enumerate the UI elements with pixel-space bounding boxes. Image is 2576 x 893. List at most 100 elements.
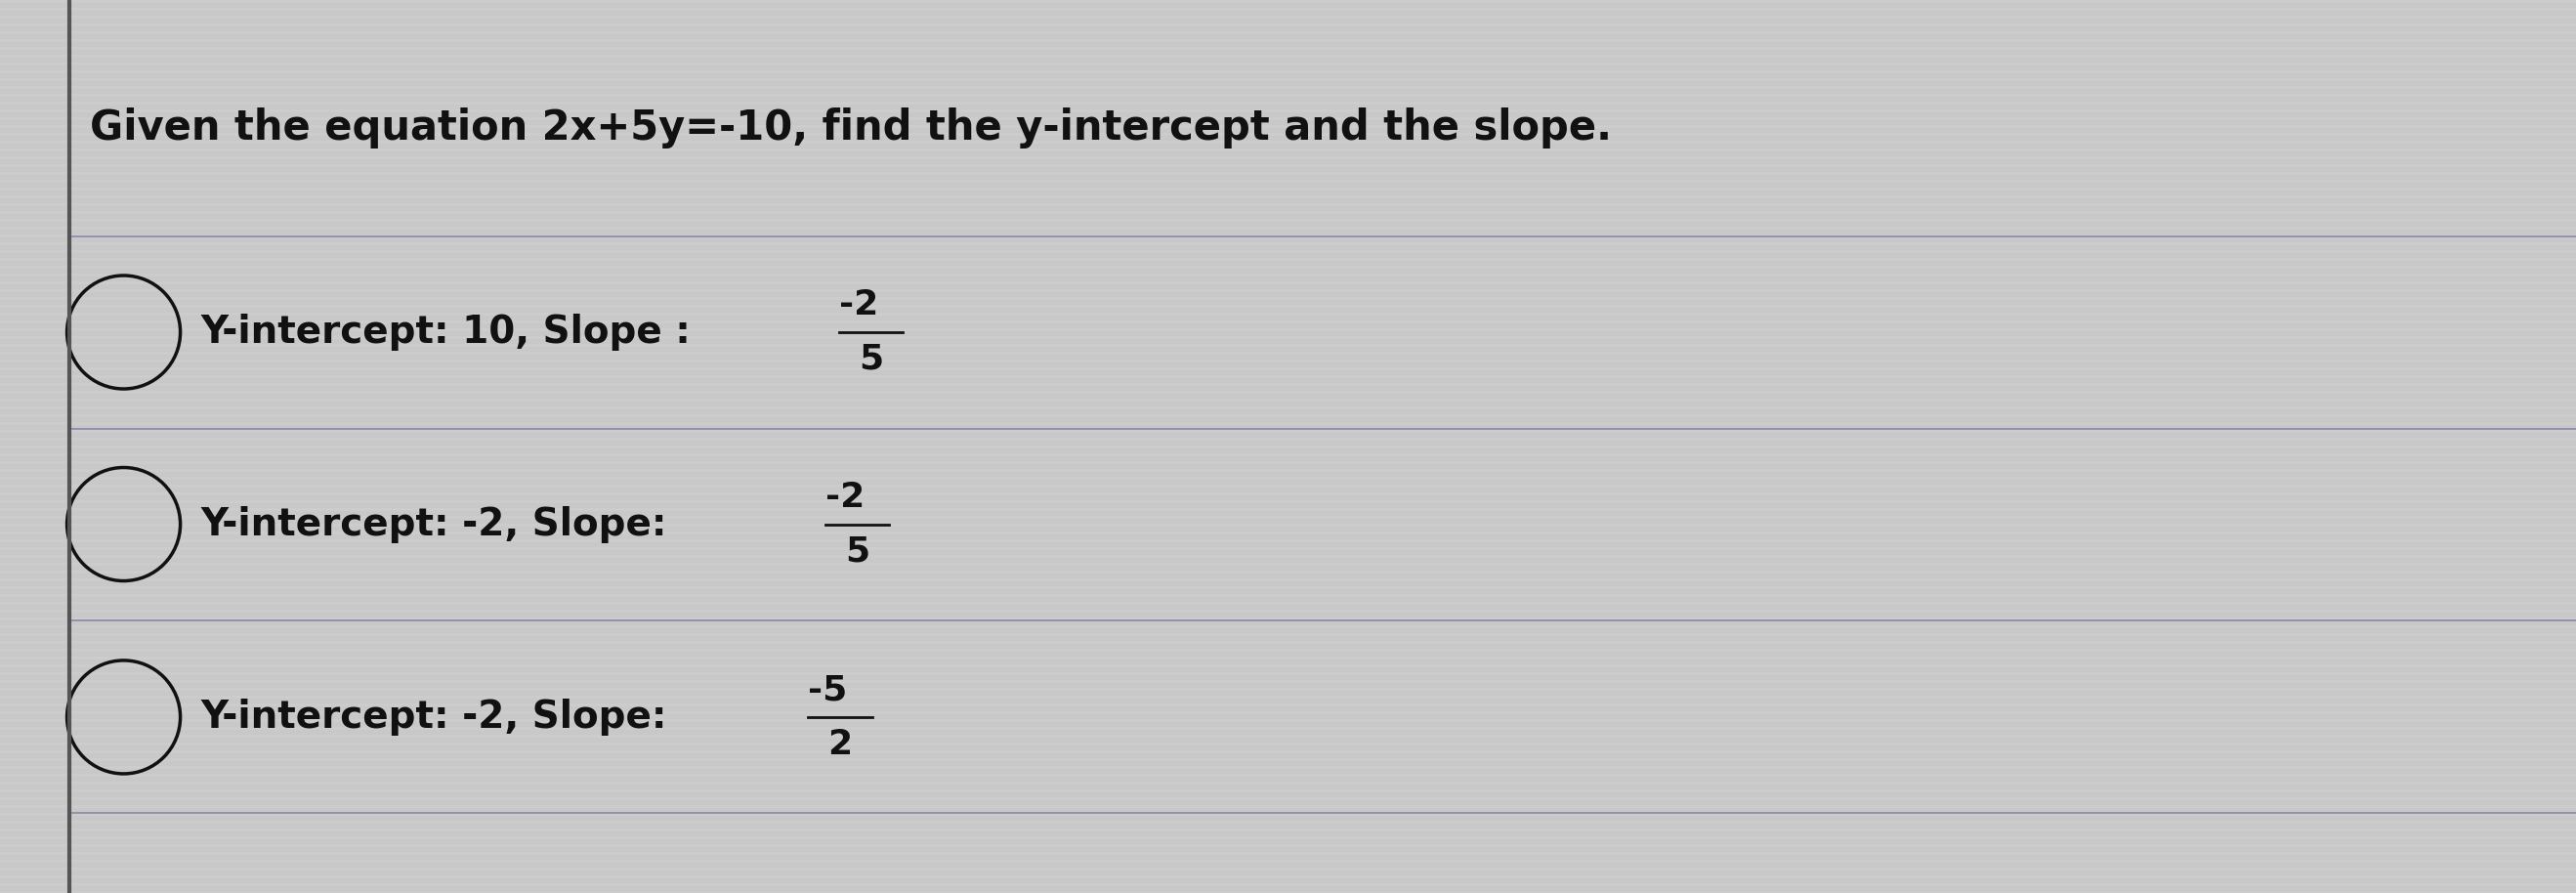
Bar	[0, 418, 2576, 420]
Bar	[0, 403, 2576, 405]
Bar	[0, 31, 2576, 33]
Bar	[0, 148, 2576, 150]
Bar	[0, 74, 2576, 76]
Bar	[0, 492, 2576, 495]
Bar	[0, 176, 2576, 178]
Bar	[0, 696, 2576, 697]
Bar	[0, 715, 2576, 717]
Bar	[0, 39, 2576, 41]
Bar	[0, 273, 2576, 276]
Bar	[0, 582, 2576, 584]
Bar	[0, 168, 2576, 170]
Bar	[0, 246, 2576, 248]
Bar	[0, 880, 2576, 881]
Bar	[0, 457, 2576, 459]
Bar	[0, 309, 2576, 311]
Bar	[0, 242, 2576, 245]
Bar	[0, 625, 2576, 627]
Bar	[0, 473, 2576, 475]
Bar	[0, 250, 2576, 252]
Bar	[0, 86, 2576, 88]
Bar	[0, 97, 2576, 100]
Bar	[0, 230, 2576, 232]
Bar	[0, 610, 2576, 612]
Bar	[0, 883, 2576, 885]
Bar	[0, 0, 2576, 2]
Bar	[0, 352, 2576, 354]
Bar	[0, 411, 2576, 413]
Bar	[0, 355, 2576, 357]
Bar	[0, 63, 2576, 64]
Bar	[0, 184, 2576, 186]
Bar	[0, 801, 2576, 803]
Bar	[0, 270, 2576, 271]
Bar	[0, 872, 2576, 873]
Bar	[0, 262, 2576, 263]
Bar	[0, 875, 2576, 877]
Bar	[0, 406, 2576, 408]
Bar	[0, 110, 2576, 112]
Bar	[0, 188, 2576, 189]
Bar	[0, 547, 2576, 549]
Text: 5: 5	[845, 535, 871, 568]
Bar	[0, 630, 2576, 631]
Bar	[0, 207, 2576, 209]
Bar	[0, 360, 2576, 362]
Bar	[0, 449, 2576, 451]
Bar	[0, 536, 2576, 538]
Bar	[0, 133, 2576, 135]
Bar	[0, 105, 2576, 107]
Bar	[0, 367, 2576, 370]
Bar	[0, 571, 2576, 572]
Bar	[0, 465, 2576, 467]
Bar	[0, 766, 2576, 768]
Bar	[0, 805, 2576, 807]
Bar	[0, 793, 2576, 796]
Bar	[0, 755, 2576, 756]
Bar	[0, 414, 2576, 416]
Bar	[0, 648, 2576, 651]
Bar	[0, 461, 2576, 463]
Bar	[0, 516, 2576, 518]
Bar	[0, 668, 2576, 671]
Bar	[0, 54, 2576, 56]
Bar	[0, 750, 2576, 752]
Bar	[0, 739, 2576, 740]
Text: 2: 2	[827, 728, 853, 761]
Bar	[0, 497, 2576, 498]
Text: Given the equation 2x+5y=-10, find the y-intercept and the slope.: Given the equation 2x+5y=-10, find the y…	[90, 107, 1613, 148]
Bar	[0, 477, 2576, 479]
Bar	[0, 324, 2576, 326]
Bar	[0, 528, 2576, 530]
Bar	[0, 196, 2576, 197]
Bar	[0, 730, 2576, 733]
Bar	[0, 704, 2576, 705]
Bar	[0, 238, 2576, 240]
Bar	[0, 141, 2576, 143]
Bar	[0, 438, 2576, 439]
Bar	[0, 172, 2576, 174]
Bar	[0, 82, 2576, 84]
Text: Y-intercept: -2, Slope:: Y-intercept: -2, Slope:	[201, 698, 667, 736]
Bar	[0, 344, 2576, 346]
Bar	[0, 774, 2576, 776]
Bar	[0, 446, 2576, 447]
Bar	[0, 887, 2576, 889]
Bar	[0, 125, 2576, 127]
Bar	[0, 383, 2576, 385]
Bar	[0, 469, 2576, 471]
Bar	[0, 204, 2576, 205]
Bar	[0, 840, 2576, 842]
Bar	[0, 622, 2576, 623]
Bar	[0, 156, 2576, 158]
Bar	[0, 821, 2576, 822]
Bar	[0, 707, 2576, 709]
Text: Y-intercept: 10, Slope :: Y-intercept: 10, Slope :	[201, 313, 690, 351]
Bar	[0, 422, 2576, 424]
Bar	[0, 543, 2576, 546]
Bar	[0, 340, 2576, 342]
Bar	[0, 313, 2576, 314]
Bar	[0, 8, 2576, 10]
Bar	[0, 645, 2576, 647]
Bar	[0, 266, 2576, 268]
